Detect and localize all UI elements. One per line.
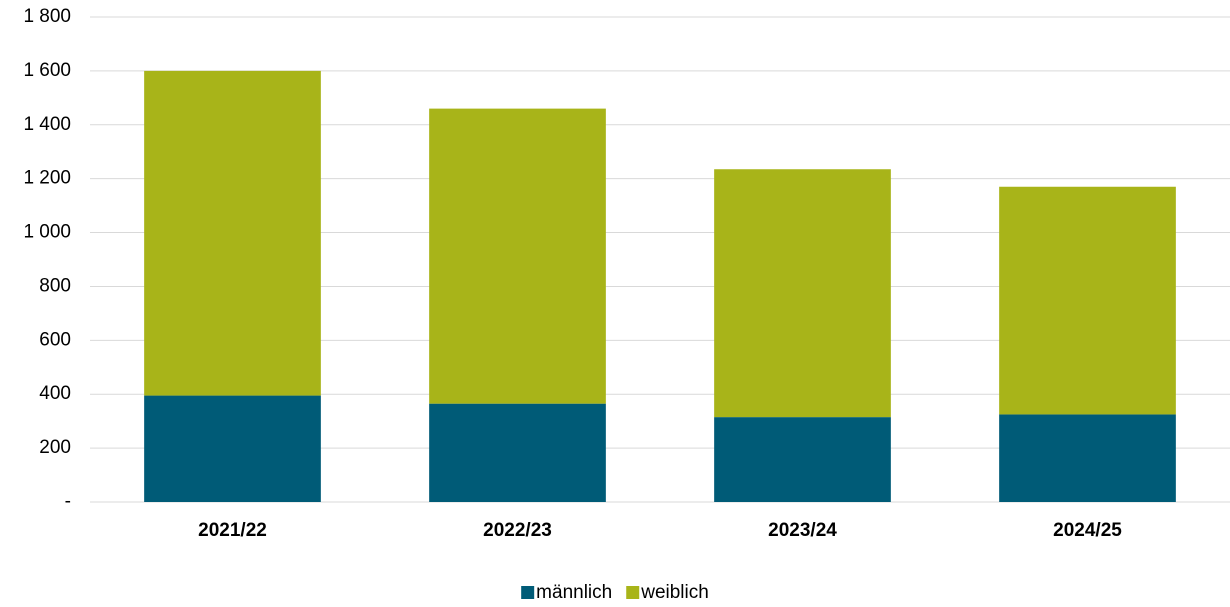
bar-segment bbox=[999, 186, 1176, 415]
y-tick-label: 800 bbox=[39, 275, 71, 296]
y-tick-label: 400 bbox=[39, 383, 71, 404]
y-tick-label: 1 000 bbox=[23, 222, 71, 243]
bar-segment bbox=[144, 395, 321, 502]
bar-segment bbox=[429, 108, 606, 404]
x-tick-label: 2024/25 bbox=[1053, 520, 1122, 541]
legend-swatch bbox=[626, 586, 640, 599]
bar-segment bbox=[429, 403, 606, 502]
bar-segment bbox=[714, 169, 891, 418]
x-tick-label: 2023/24 bbox=[768, 520, 837, 541]
bar-segment bbox=[714, 417, 891, 502]
y-tick-label: - bbox=[65, 491, 71, 512]
y-tick-label: 600 bbox=[39, 329, 71, 350]
x-tick-label: 2021/22 bbox=[198, 520, 267, 541]
y-tick-label: 1 200 bbox=[23, 168, 71, 189]
legend-label: männlich bbox=[536, 582, 612, 603]
bar-segment bbox=[999, 414, 1176, 502]
y-tick-label: 1 400 bbox=[23, 114, 71, 135]
bar-segment bbox=[144, 70, 321, 396]
x-tick-label: 2022/23 bbox=[483, 520, 552, 541]
y-tick-label: 200 bbox=[39, 437, 71, 458]
legend-label: weiblich bbox=[640, 582, 709, 603]
y-tick-label: 1 800 bbox=[23, 6, 71, 27]
y-tick-label: 1 600 bbox=[23, 60, 71, 81]
legend-swatch bbox=[521, 586, 535, 599]
